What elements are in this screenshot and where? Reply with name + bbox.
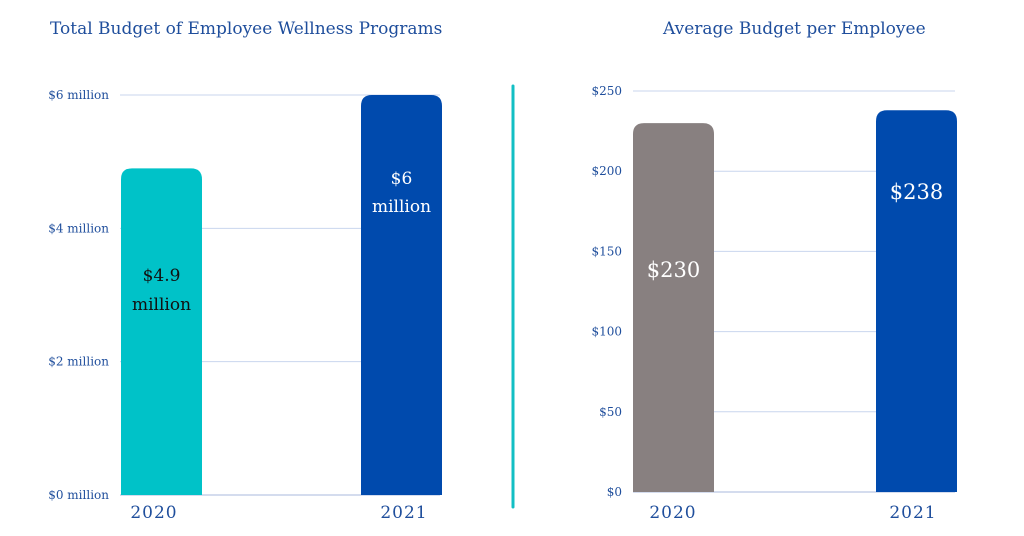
data-label: million <box>372 197 431 217</box>
chart-title-average-budget: Average Budget per Employee <box>662 19 926 39</box>
y-tick-label: $250 <box>591 84 622 98</box>
average-budget-chart: Average Budget per Employee $0 $50 $100 $15… <box>591 19 957 523</box>
y-tick-label: $0 million <box>48 488 109 502</box>
x-category-label: 2021 <box>380 503 427 523</box>
x-category-label: 2021 <box>889 503 936 523</box>
y-tick-label: $200 <box>591 164 622 178</box>
bar-2020 <box>633 123 714 492</box>
data-label: $4.9 <box>143 266 181 286</box>
y-tick-label: $0 <box>607 485 622 499</box>
data-label: $6 <box>391 169 413 189</box>
bar-2020 <box>121 168 202 496</box>
y-tick-label: $50 <box>599 405 622 419</box>
x-category-label: 2020 <box>649 503 696 523</box>
bar-2021 <box>876 110 957 493</box>
total-budget-chart: Total Budget of Employee Wellness Progra… <box>48 19 442 523</box>
chart-title-total-budget: Total Budget of Employee Wellness Progra… <box>50 19 442 39</box>
y-tick-label: $6 million <box>48 88 109 102</box>
data-label: $230 <box>647 258 700 282</box>
y-tick-label: $2 million <box>48 355 109 369</box>
y-tick-label: $4 million <box>48 221 109 235</box>
data-label: $238 <box>890 180 943 204</box>
data-label: million <box>132 295 191 315</box>
x-category-label: 2020 <box>130 503 177 523</box>
y-tick-label: $150 <box>591 244 622 258</box>
y-tick-label: $100 <box>591 325 622 339</box>
bar-2021 <box>361 95 442 495</box>
